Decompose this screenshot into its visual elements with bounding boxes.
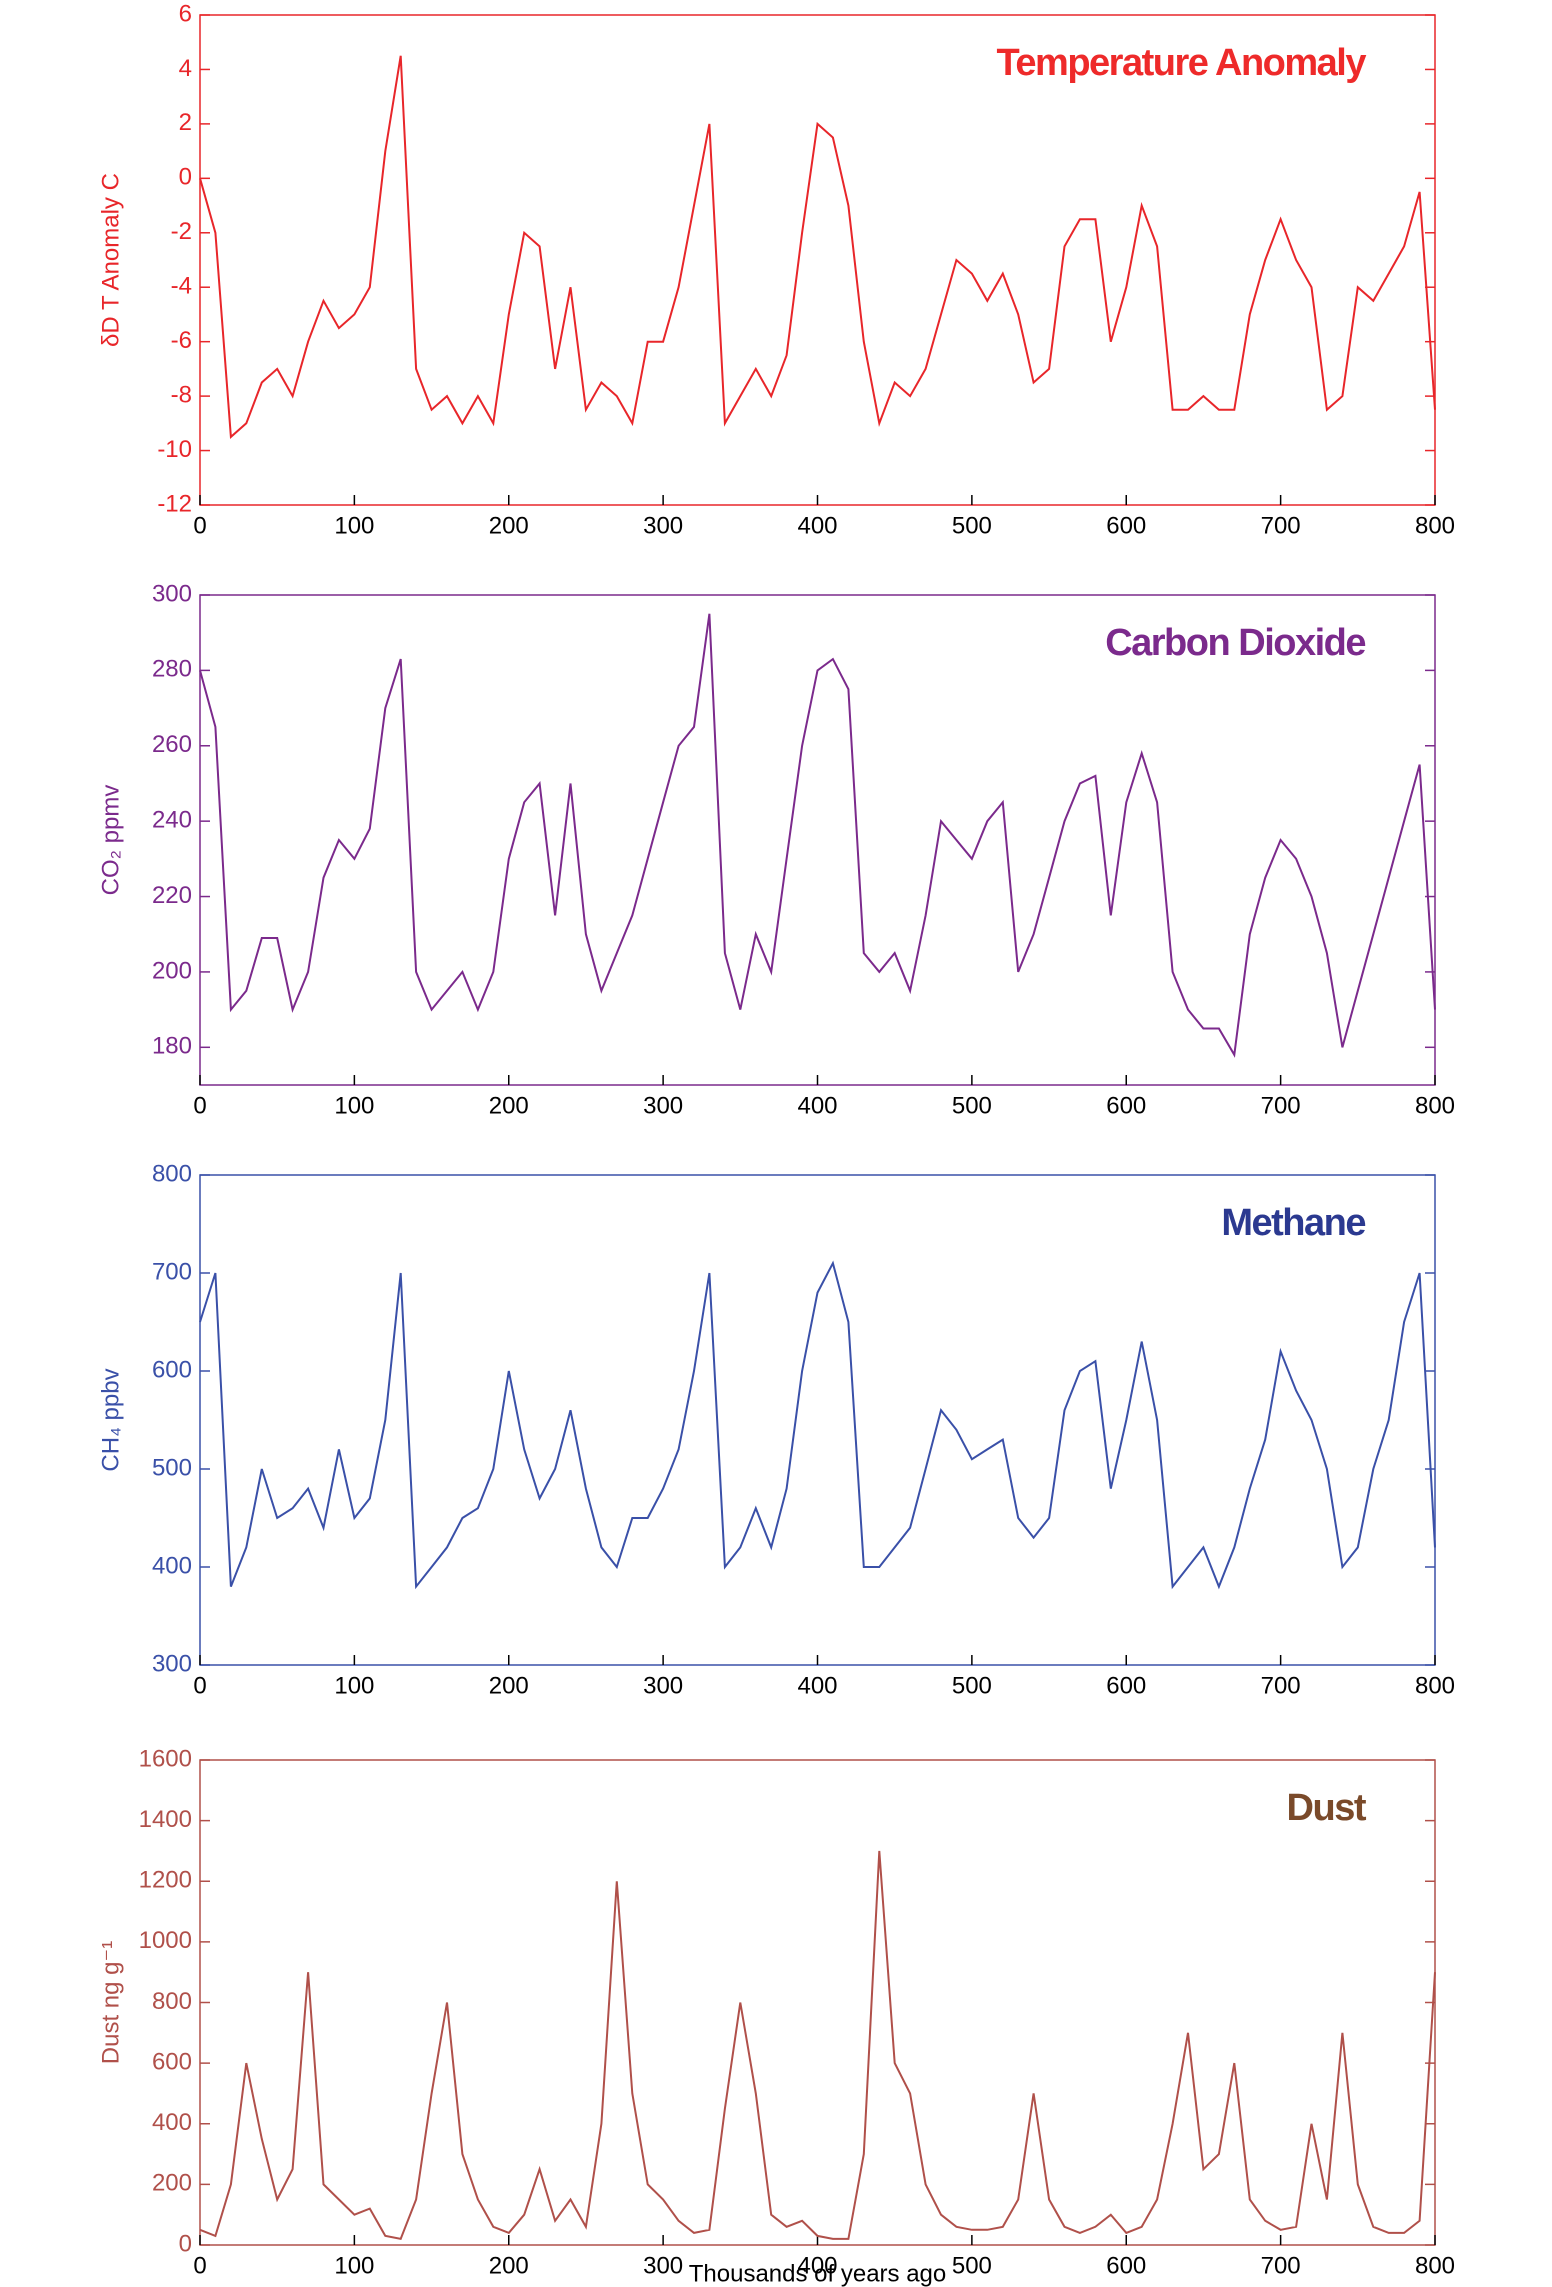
x-tick-label: 200	[489, 512, 529, 539]
y-axis-label: CH₄ ppbv	[97, 1368, 124, 1471]
x-tick-label: 300	[643, 2252, 683, 2279]
y-tick-label: 0	[179, 164, 192, 191]
data-line	[199, 55, 1436, 439]
x-tick-label: 700	[1261, 512, 1301, 539]
y-tick-label: 200	[152, 957, 192, 984]
x-tick-label: 300	[643, 512, 683, 539]
y-tick-label: 220	[152, 882, 192, 909]
x-tick-label: 100	[334, 2252, 374, 2279]
x-tick-label: 800	[1415, 1672, 1455, 1699]
y-tick-label: 1600	[139, 1745, 192, 1772]
y-tick-label: 600	[152, 2048, 192, 2075]
panel-title: Dust	[1287, 1787, 1367, 1829]
y-tick-label: 400	[152, 2109, 192, 2136]
y-tick-label: 2	[179, 109, 192, 136]
y-tick-label: 1200	[139, 1867, 192, 1894]
y-tick-label: 600	[152, 1356, 192, 1383]
y-axis-label: δD T Anomaly C	[97, 173, 124, 347]
y-tick-label: -6	[171, 327, 192, 354]
x-tick-label: 200	[489, 1672, 529, 1699]
x-tick-label: 500	[952, 512, 992, 539]
x-axis-label: Thousands of years ago	[689, 2260, 947, 2287]
x-tick-label: 100	[334, 512, 374, 539]
y-tick-label: -8	[171, 381, 192, 408]
y-tick-label: 260	[152, 731, 192, 758]
x-tick-label: 0	[193, 1092, 206, 1119]
panel-title: Carbon Dioxide	[1105, 622, 1365, 664]
data-line	[199, 1850, 1436, 2241]
plot-frame	[199, 594, 1436, 1086]
x-tick-label: 500	[952, 2252, 992, 2279]
y-tick-label: 6	[179, 0, 192, 27]
x-tick-label: 600	[1106, 1672, 1146, 1699]
y-tick-label: 4	[179, 55, 192, 82]
x-tick-label: 800	[1415, 512, 1455, 539]
y-tick-label: 240	[152, 806, 192, 833]
x-tick-label: 500	[952, 1672, 992, 1699]
y-axis-label: CO₂ ppmv	[97, 785, 124, 896]
y-axis-label: Dust ng g⁻¹	[97, 1941, 124, 2064]
y-tick-label: 200	[152, 2170, 192, 2197]
x-tick-label: 300	[643, 1092, 683, 1119]
y-tick-label: 180	[152, 1033, 192, 1060]
data-line	[199, 1260, 1436, 1590]
y-tick-label: -10	[157, 436, 192, 463]
x-tick-label: 700	[1261, 1672, 1301, 1699]
y-tick-label: 800	[152, 1988, 192, 2015]
x-tick-label: 0	[193, 1672, 206, 1699]
panel-title: Temperature Anomaly	[997, 42, 1367, 84]
x-tick-label: 500	[952, 1092, 992, 1119]
x-tick-label: 400	[797, 1092, 837, 1119]
x-tick-label: 0	[193, 512, 206, 539]
y-tick-label: 300	[152, 1650, 192, 1677]
x-tick-label: 400	[797, 2252, 837, 2279]
y-tick-label: -12	[157, 490, 192, 517]
y-tick-label: 800	[152, 1160, 192, 1187]
x-tick-label: 600	[1106, 512, 1146, 539]
x-tick-label: 800	[1415, 1092, 1455, 1119]
x-tick-label: 0	[193, 2252, 206, 2279]
x-tick-label: 400	[797, 1672, 837, 1699]
x-tick-label: 100	[334, 1672, 374, 1699]
y-tick-label: 700	[152, 1258, 192, 1285]
x-tick-label: 800	[1415, 2252, 1455, 2279]
y-tick-label: 1000	[139, 1927, 192, 1954]
data-line	[199, 613, 1436, 1058]
y-tick-label: -2	[171, 218, 192, 245]
plot-frame	[199, 1759, 1436, 2246]
x-tick-label: 200	[489, 1092, 529, 1119]
y-tick-label: 280	[152, 656, 192, 683]
x-tick-label: 400	[797, 512, 837, 539]
y-tick-label: 0	[179, 2230, 192, 2257]
x-tick-label: 700	[1261, 2252, 1301, 2279]
x-tick-label: 200	[489, 2252, 529, 2279]
y-tick-label: 500	[152, 1454, 192, 1481]
y-tick-label: 300	[152, 580, 192, 607]
y-tick-label: -4	[171, 273, 192, 300]
panel-title: Methane	[1221, 1202, 1365, 1244]
x-tick-label: 700	[1261, 1092, 1301, 1119]
y-tick-label: 1400	[139, 1806, 192, 1833]
x-tick-label: 100	[334, 1092, 374, 1119]
plot-frame	[199, 14, 1436, 506]
x-tick-label: 600	[1106, 1092, 1146, 1119]
y-tick-label: 400	[152, 1552, 192, 1579]
x-tick-label: 600	[1106, 2252, 1146, 2279]
x-tick-label: 300	[643, 1672, 683, 1699]
